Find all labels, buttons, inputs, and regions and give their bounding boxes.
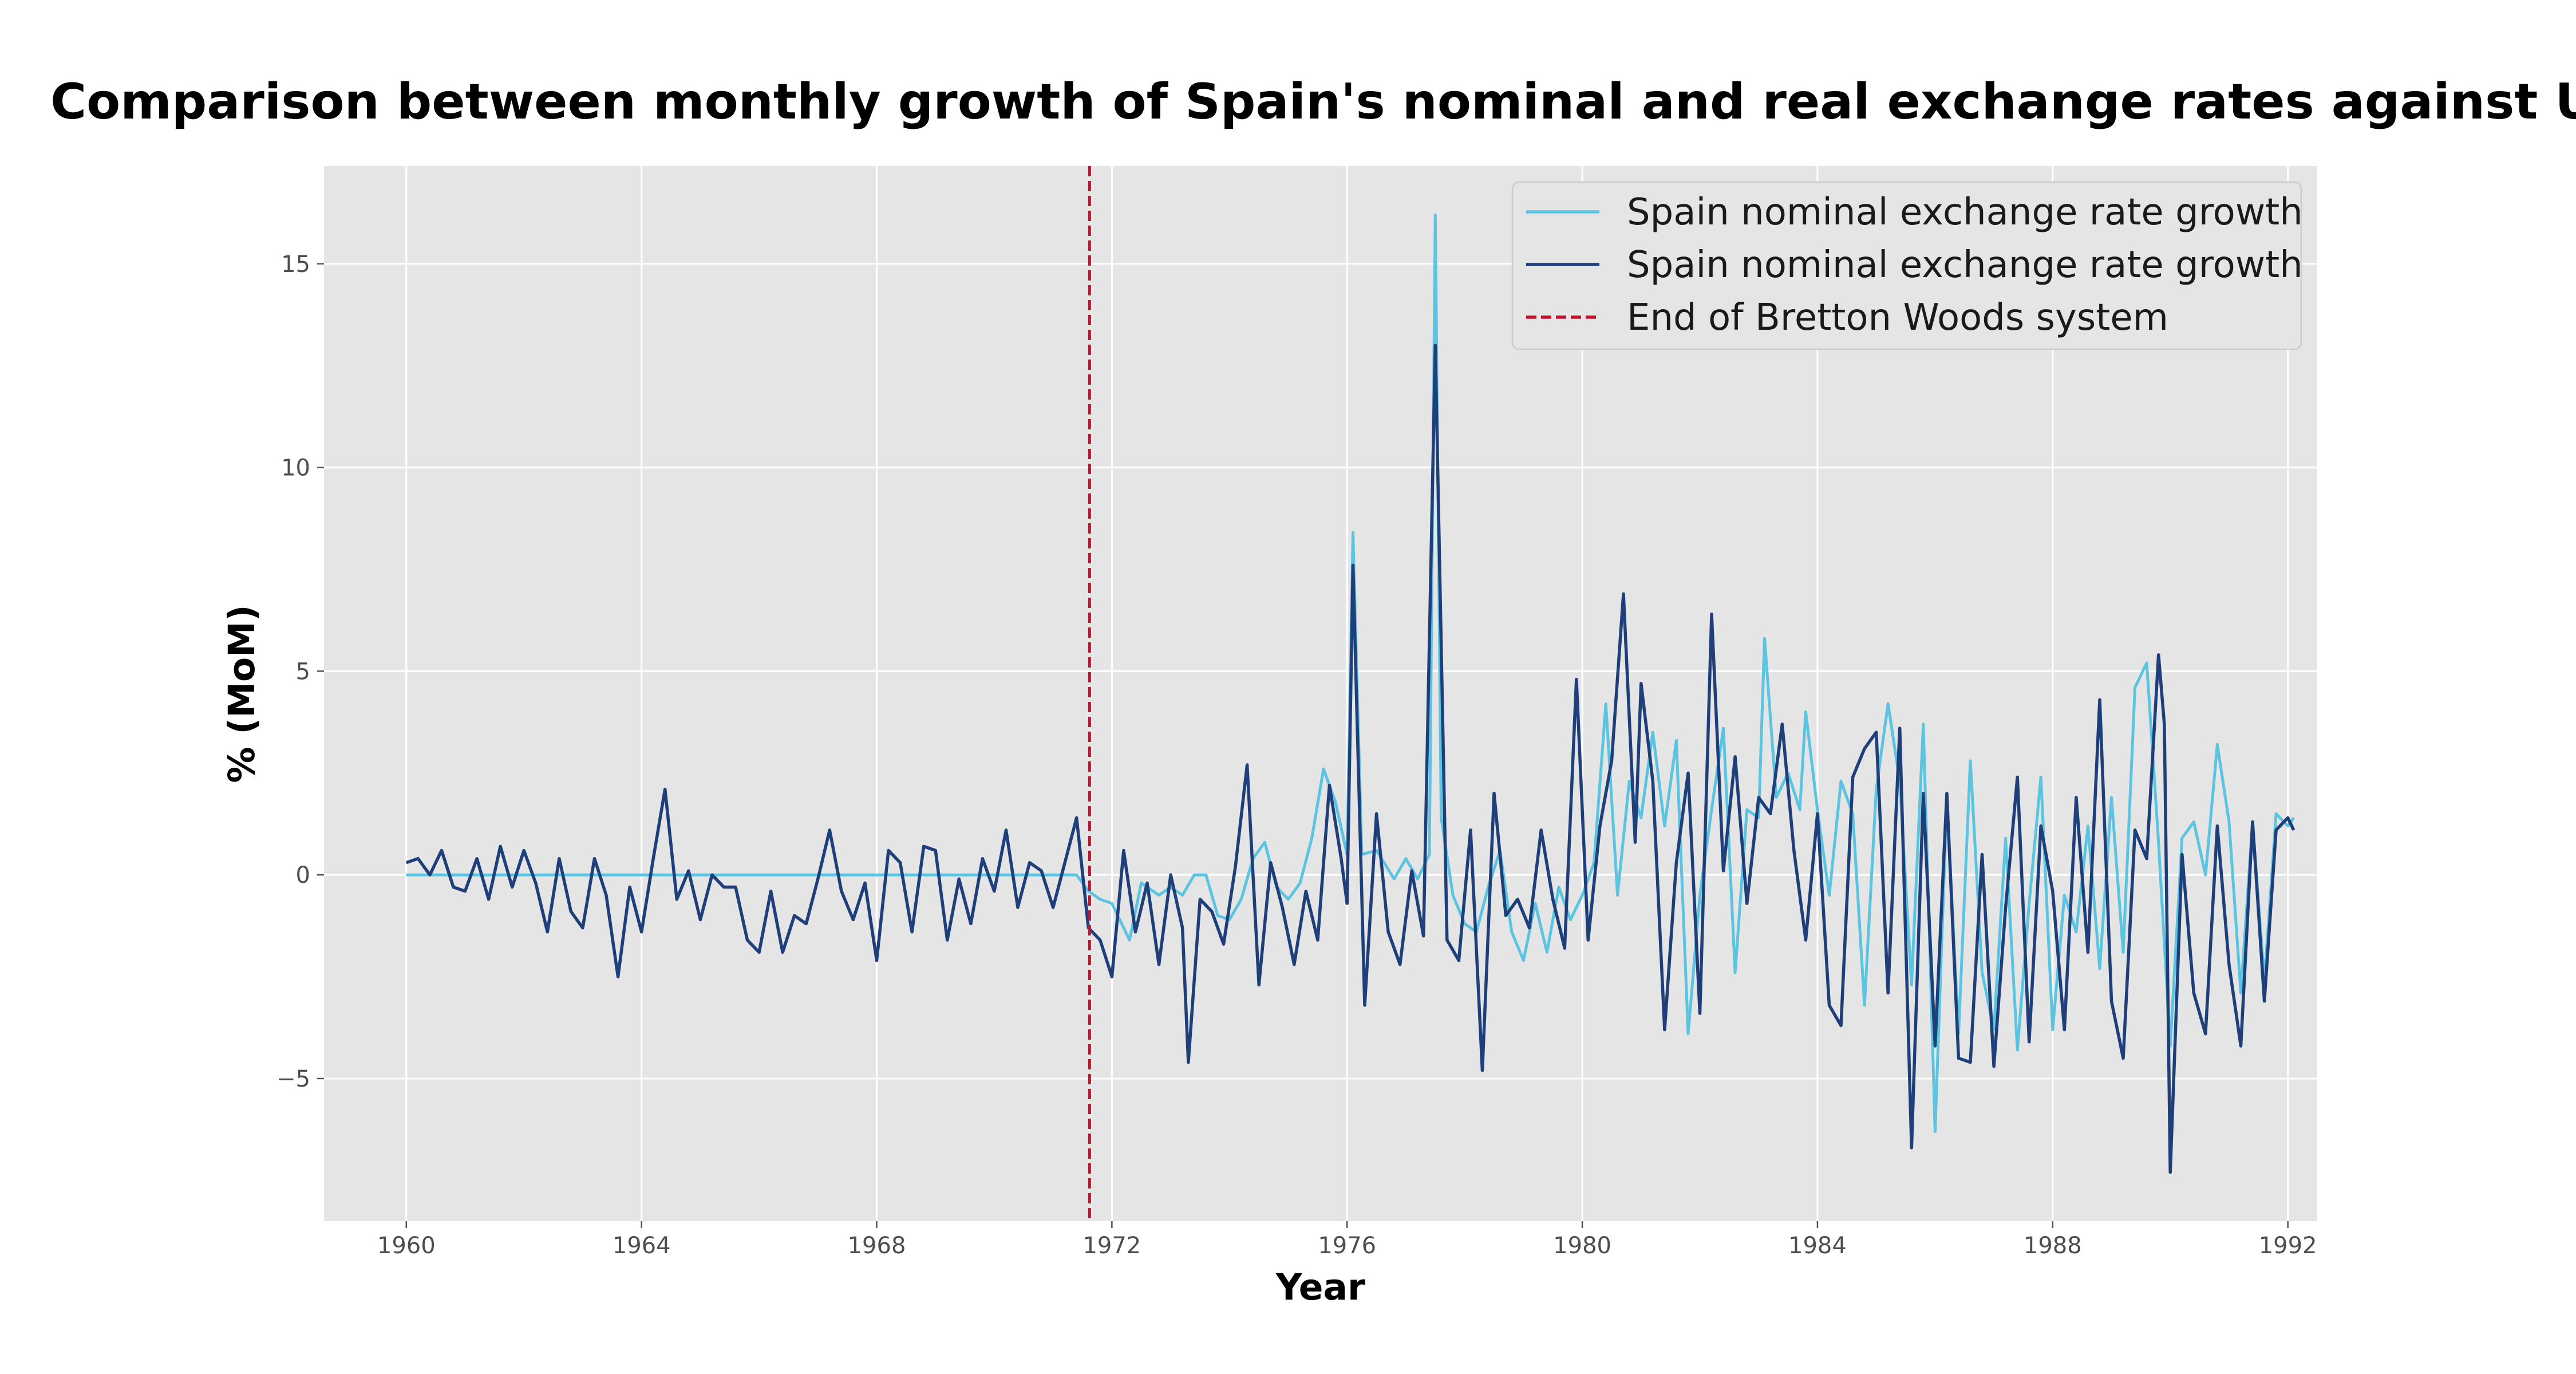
series-lines (405, 213, 2296, 1174)
y-tick-label: 15 (281, 251, 310, 278)
x-tick-label: 1988 (2024, 1233, 2082, 1259)
legend: Spain nominal exchange rate growth Spain … (1511, 181, 2303, 350)
x-tick-label: 1960 (377, 1233, 436, 1259)
x-tick-label: 1984 (1788, 1233, 1847, 1259)
x-axis-label: Year (1275, 1266, 1365, 1308)
legend-item-nominal-label: Spain nominal exchange rate growth (1627, 191, 2303, 234)
x-tick-label: 1972 (1082, 1233, 1141, 1259)
y-tick-label: 5 (296, 658, 310, 685)
legend-item-real-label: Spain nominal exchange rate growth (1627, 244, 2303, 286)
x-tick-label: 1976 (1318, 1233, 1376, 1259)
y-tick-label: 0 (296, 862, 310, 889)
y-axis-ticks: −5 0 5 10 15 (276, 251, 324, 1092)
series-line-real (405, 344, 2296, 1174)
y-tick-label: −5 (276, 1066, 310, 1092)
legend-box (1511, 181, 2302, 350)
x-axis-ticks: 1960 1964 1968 1972 1976 1980 1984 1988 1992 (377, 1221, 2317, 1259)
x-tick-label: 1964 (613, 1233, 671, 1259)
y-axis-label: % (MoM) (221, 605, 263, 783)
x-tick-label: 1968 (848, 1233, 906, 1259)
chart-title: Comparison between monthly growth of Spa… (50, 73, 2576, 131)
y-tick-label: 10 (281, 455, 310, 481)
x-tick-label: 1992 (2259, 1233, 2317, 1259)
x-tick-label: 1980 (1553, 1233, 1611, 1259)
legend-item-bretton-woods-label: End of Bretton Woods system (1627, 297, 2168, 339)
